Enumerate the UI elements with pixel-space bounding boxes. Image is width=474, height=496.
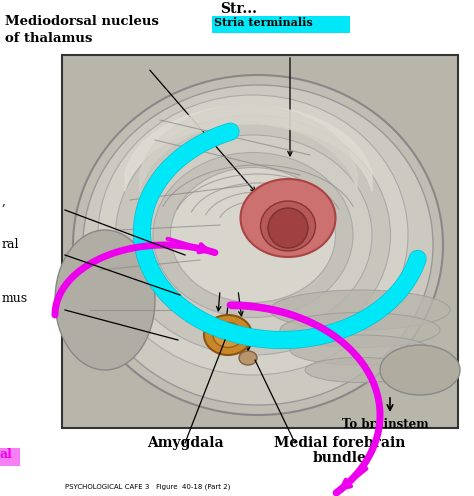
Text: mus: mus bbox=[2, 292, 28, 305]
Bar bbox=[0, 448, 20, 466]
Ellipse shape bbox=[73, 75, 443, 415]
Ellipse shape bbox=[239, 351, 257, 365]
Text: Str...: Str... bbox=[220, 2, 257, 16]
Text: PSYCHOLOGICAL CAFE 3   Figure  40-18 (Part 2): PSYCHOLOGICAL CAFE 3 Figure 40-18 (Part … bbox=[65, 484, 230, 490]
Ellipse shape bbox=[98, 95, 408, 375]
Text: Stria terminalis: Stria terminalis bbox=[214, 17, 313, 28]
Ellipse shape bbox=[280, 312, 440, 348]
Ellipse shape bbox=[270, 290, 450, 330]
Text: al: al bbox=[0, 448, 13, 461]
Ellipse shape bbox=[171, 168, 336, 303]
Ellipse shape bbox=[261, 201, 316, 251]
Ellipse shape bbox=[83, 85, 433, 405]
Bar bbox=[212, 16, 350, 33]
Ellipse shape bbox=[213, 322, 243, 348]
Text: ,: , bbox=[2, 195, 6, 208]
Ellipse shape bbox=[380, 345, 460, 395]
Ellipse shape bbox=[153, 152, 353, 317]
Ellipse shape bbox=[290, 335, 430, 365]
Text: bundle: bundle bbox=[313, 451, 367, 465]
Ellipse shape bbox=[134, 135, 372, 335]
Ellipse shape bbox=[55, 230, 155, 370]
Bar bbox=[62, 55, 458, 428]
Circle shape bbox=[268, 208, 308, 248]
Ellipse shape bbox=[240, 179, 336, 257]
Text: Medial forebrain: Medial forebrain bbox=[274, 436, 406, 450]
Ellipse shape bbox=[305, 358, 415, 382]
Text: ral: ral bbox=[2, 238, 19, 251]
Text: of thalamus: of thalamus bbox=[5, 32, 92, 45]
Text: To brainstem: To brainstem bbox=[342, 418, 428, 431]
Text: Mediodorsal nucleus: Mediodorsal nucleus bbox=[5, 15, 159, 28]
Text: Amygdala: Amygdala bbox=[146, 436, 223, 450]
Ellipse shape bbox=[204, 315, 252, 355]
Ellipse shape bbox=[116, 115, 391, 355]
